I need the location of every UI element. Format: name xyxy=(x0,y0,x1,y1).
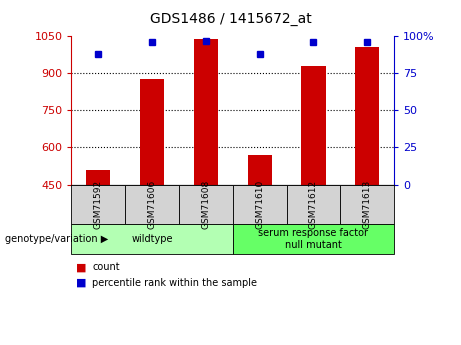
Text: serum response factor
null mutant: serum response factor null mutant xyxy=(259,228,368,250)
Text: GSM71612: GSM71612 xyxy=(309,180,318,229)
Text: count: count xyxy=(92,263,120,272)
Text: GDS1486 / 1415672_at: GDS1486 / 1415672_at xyxy=(150,12,311,26)
Text: GSM71592: GSM71592 xyxy=(94,180,103,229)
Bar xyxy=(194,39,218,185)
Text: wildtype: wildtype xyxy=(131,234,173,244)
Bar xyxy=(86,170,111,185)
Text: percentile rank within the sample: percentile rank within the sample xyxy=(92,278,257,288)
Text: genotype/variation ▶: genotype/variation ▶ xyxy=(5,234,108,244)
Text: ■: ■ xyxy=(76,263,87,272)
Bar xyxy=(140,79,164,185)
Bar xyxy=(301,66,325,185)
Text: ■: ■ xyxy=(76,278,87,288)
Bar xyxy=(248,155,272,185)
Bar xyxy=(355,47,379,185)
Text: GSM71608: GSM71608 xyxy=(201,180,210,229)
Text: GSM71606: GSM71606 xyxy=(148,180,157,229)
Text: GSM71610: GSM71610 xyxy=(255,180,264,229)
Text: GSM71613: GSM71613 xyxy=(363,180,372,229)
